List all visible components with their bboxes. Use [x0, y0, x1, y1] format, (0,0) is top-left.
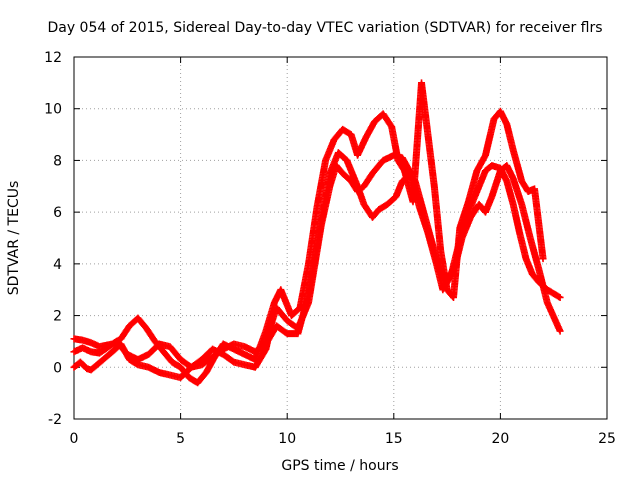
data-point	[556, 293, 564, 301]
data-point	[539, 255, 547, 263]
chart-title: Day 054 of 2015, Sidereal Day-to-day VTE…	[47, 20, 602, 36]
x-tick-label: 0	[70, 431, 79, 447]
x-tick-label: 25	[598, 431, 616, 447]
y-tick-label: 10	[44, 102, 62, 118]
x-axis-label: GPS time / hours	[281, 458, 398, 474]
tick-labels: 0 5 10 15 20 25 -2 0 2 4 6 8 10 12	[44, 50, 616, 447]
y-tick-label: -2	[48, 412, 62, 428]
series-track-b	[70, 149, 564, 371]
series-track-a	[70, 151, 564, 382]
x-tick-label: 15	[385, 431, 403, 447]
plot-frame	[73, 56, 608, 420]
x-tick-label: 20	[491, 431, 509, 447]
data-point	[556, 327, 564, 335]
y-tick-label: 0	[53, 360, 62, 376]
y-tick-label: 8	[53, 153, 62, 169]
y-tick-label: 6	[53, 205, 62, 221]
y-tick-label: 4	[53, 257, 62, 273]
x-tick-label: 10	[278, 431, 296, 447]
x-tick-label: 5	[176, 431, 185, 447]
y-tick-label: 2	[53, 309, 62, 325]
data-points	[70, 79, 564, 387]
y-axis-label: SDTVAR / TECUs	[6, 181, 22, 296]
y-tick-label: 12	[44, 50, 62, 66]
series-track-c	[70, 79, 547, 387]
